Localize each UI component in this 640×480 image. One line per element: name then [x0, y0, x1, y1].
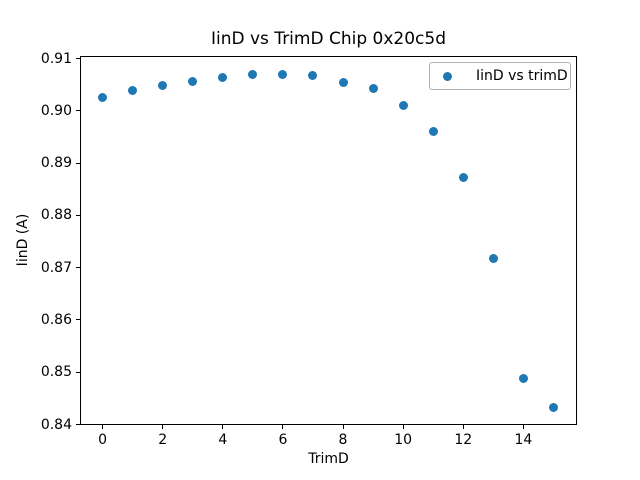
y-tick-label: 0.87 — [40, 259, 72, 276]
x-tick-label: 2 — [158, 431, 168, 448]
y-tick-mark — [76, 162, 80, 164]
x-tick-mark — [162, 424, 164, 429]
scatter-point — [188, 76, 198, 86]
x-tick-mark — [402, 424, 404, 429]
y-tick-mark — [76, 267, 80, 269]
scatter-point — [128, 85, 138, 95]
y-tick-label: 0.84 — [40, 416, 72, 433]
scatter-point — [458, 172, 468, 182]
y-tick-mark — [76, 319, 80, 321]
scatter-point — [248, 69, 258, 79]
y-tick-mark — [76, 424, 80, 425]
x-tick-mark — [462, 424, 464, 429]
legend-series-label: IinD vs trimD — [476, 68, 568, 84]
y-tick-label: 0.91 — [40, 50, 72, 67]
y-tick-mark — [76, 110, 80, 112]
y-tick-label: 0.85 — [40, 364, 72, 381]
scatter-point — [218, 73, 228, 83]
x-tick-mark — [282, 424, 284, 429]
scatter-point — [398, 100, 408, 110]
scatter-point — [338, 77, 348, 87]
scatter-point — [488, 253, 498, 263]
x-tick-mark — [522, 424, 524, 429]
x-tick-mark — [222, 424, 224, 429]
scatter-point — [158, 80, 168, 90]
x-tick-label: 4 — [218, 431, 228, 448]
y-tick-label: 0.86 — [40, 311, 72, 328]
y-tick-mark — [76, 58, 80, 60]
scatter-point — [548, 403, 558, 413]
scatter-point — [518, 374, 528, 383]
y-tick-mark — [76, 371, 80, 373]
scatter-point — [428, 126, 438, 136]
x-tick-label: 0 — [98, 431, 107, 448]
legend-marker-dot — [443, 71, 452, 81]
x-tick-label: 8 — [338, 431, 348, 448]
x-tick-label: 10 — [394, 431, 413, 448]
x-tick-label: 6 — [278, 431, 288, 448]
x-tick-mark — [342, 424, 344, 429]
x-axis-label: TrimD — [308, 451, 349, 467]
chart-title: IinD vs TrimD Chip 0x20c5d — [210, 29, 446, 49]
y-tick-label: 0.90 — [40, 102, 72, 119]
y-tick-label: 0.89 — [40, 155, 72, 172]
scatter-point — [278, 70, 288, 80]
scatter-point — [368, 83, 378, 93]
plot-area — [80, 56, 577, 425]
scatter-point — [98, 92, 108, 102]
x-tick-label: 14 — [514, 431, 533, 448]
scatter-point — [308, 71, 318, 81]
y-tick-label: 0.88 — [40, 207, 72, 224]
legend-box: IinD vs trimD — [429, 62, 571, 90]
x-tick-mark — [102, 424, 104, 429]
x-tick-label: 12 — [454, 431, 473, 448]
y-tick-mark — [76, 214, 80, 216]
